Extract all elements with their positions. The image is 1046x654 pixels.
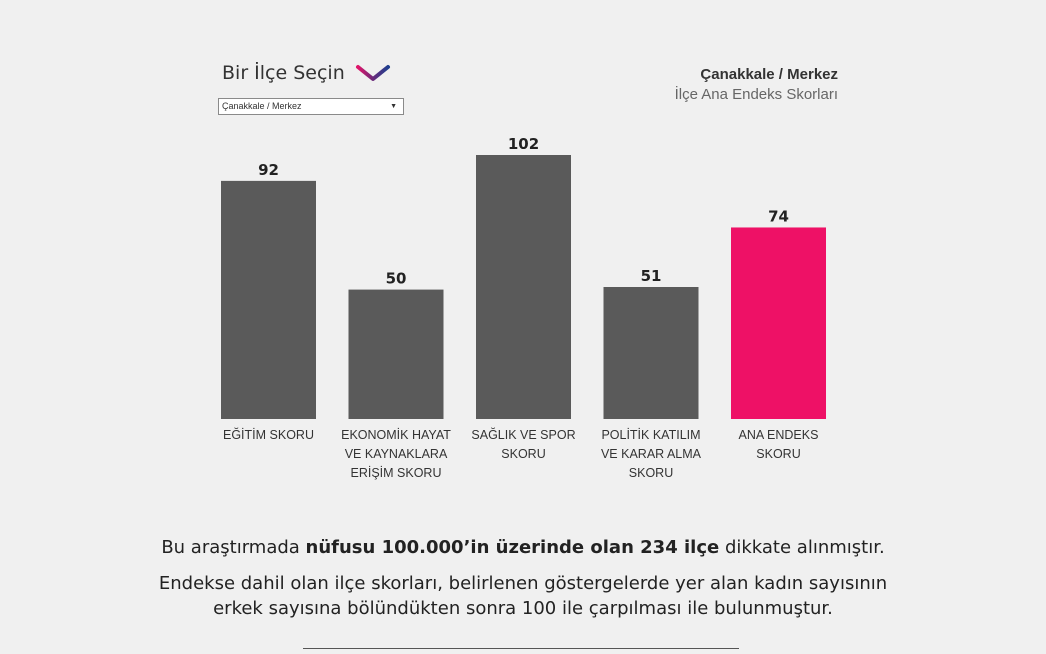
footer-note-1-bold: nüfusu 100.000’in üzerinde olan 234 ilçe — [305, 537, 720, 558]
bar-value-label-2: 102 — [508, 135, 539, 153]
footer-note-1: Bu araştırmada nüfusu 100.000’in üzerind… — [0, 537, 1046, 558]
bar-value-label-3: 51 — [641, 267, 662, 285]
bar-value-label-1: 50 — [386, 270, 407, 288]
category-label-4-1: SKORU — [756, 447, 800, 461]
category-label-3-1: VE KARAR ALMA — [601, 447, 702, 461]
category-label-1-2: ERİŞİM SKORU — [351, 466, 442, 480]
bar-value-label-4: 74 — [768, 207, 789, 225]
category-label-2-0: SAĞLIK VE SPOR — [471, 427, 575, 442]
chevron-down-icon[interactable] — [355, 62, 391, 84]
chart-subtitle: İlçe Ana Endeks Skorları — [674, 86, 838, 103]
selector-title: Bir İlçe Seçin — [222, 62, 391, 84]
footer-note-1-post: dikkate alınmıştır. — [719, 537, 885, 558]
category-label-3-2: SKORU — [629, 466, 673, 480]
category-label-0-0: EĞİTİM SKORU — [223, 427, 314, 442]
footer-note-2a: Endekse dahil olan ilçe skorları, belirl… — [158, 573, 888, 594]
selector-title-text: Bir İlçe Seçin — [222, 62, 345, 84]
category-label-1-1: VE KAYNAKLARA — [345, 447, 448, 461]
selected-district-title: Çanakkale / Merkez — [700, 66, 838, 83]
footer-note-2b: erkek sayısına bölündükten sonra 100 ile… — [213, 598, 833, 619]
district-dropdown-value: Çanakkale / Merkez — [222, 101, 302, 111]
bar-2[interactable] — [476, 155, 571, 419]
category-label-4-0: ANA ENDEKS — [739, 428, 819, 442]
bar-chart: 92 EĞİTİM SKORU 50 EKONOMİK HAYAT VE KAYNAKL… — [221, 135, 826, 480]
bar-value-label-0: 92 — [258, 161, 279, 179]
footer-divider — [303, 648, 739, 649]
district-dropdown[interactable]: Çanakkale / Merkez ▼ — [218, 98, 404, 115]
bar-0[interactable] — [221, 180, 316, 419]
category-label-1-0: EKONOMİK HAYAT — [341, 428, 451, 442]
chart-header: Çanakkale / Merkez İlçe Ana Endeks Skorl… — [675, 66, 838, 103]
bar-3[interactable] — [603, 287, 699, 419]
category-label-2-1: SKORU — [501, 447, 545, 461]
footer-note-1-pre: Bu araştırmada — [161, 537, 306, 558]
footer-note-2: Endekse dahil olan ilçe skorları, belirl… — [0, 571, 1046, 621]
category-label-3-0: POLİTİK KATILIM — [601, 428, 700, 442]
bar-1[interactable] — [348, 289, 444, 419]
dropdown-caret-icon: ▼ — [390, 103, 397, 110]
bar-4[interactable] — [731, 227, 826, 419]
